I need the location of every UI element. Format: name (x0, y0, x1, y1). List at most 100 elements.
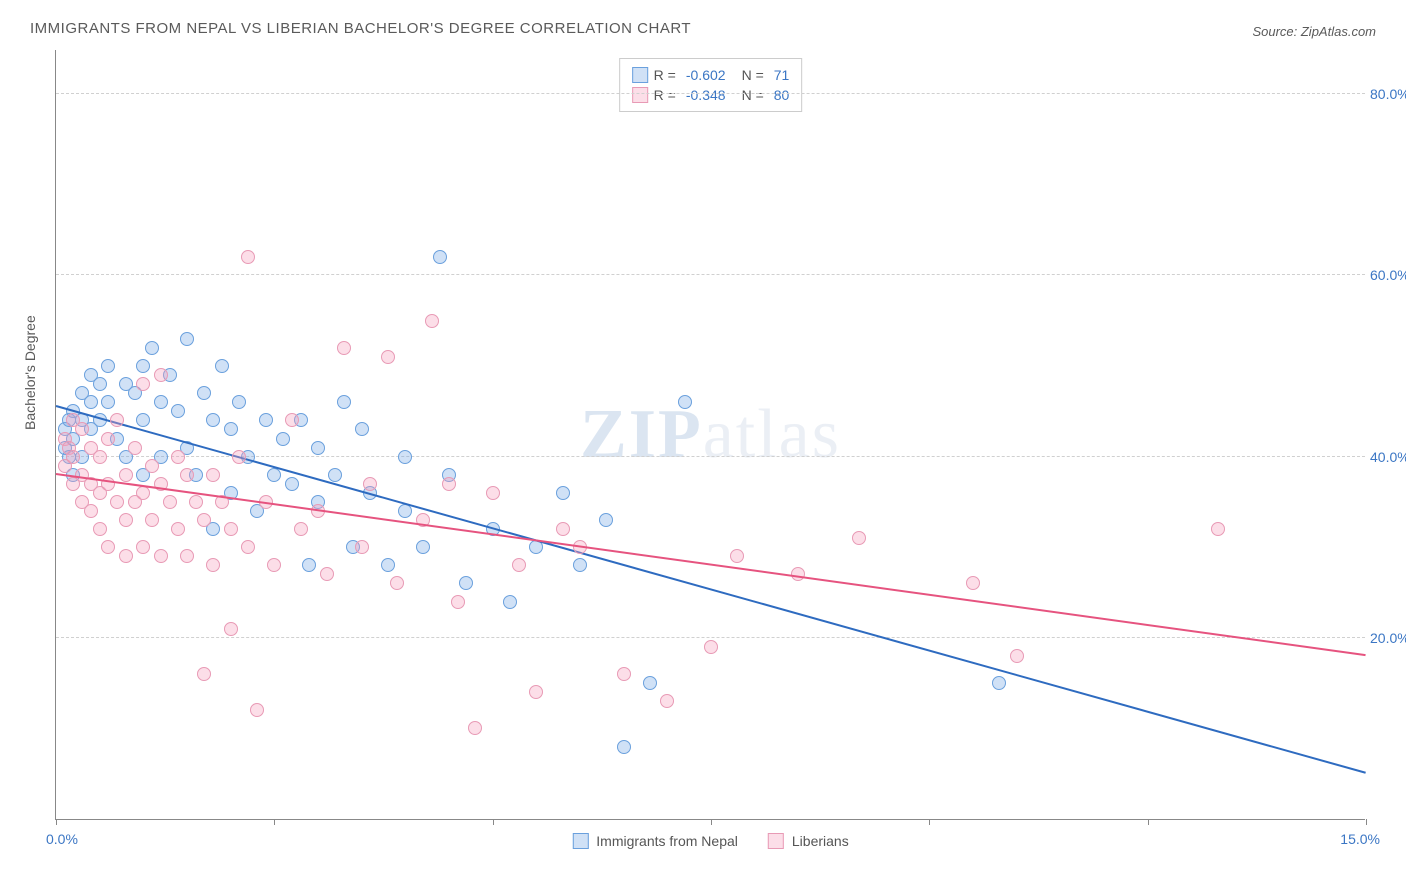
data-point (617, 667, 631, 681)
data-point (1010, 649, 1024, 663)
data-point (442, 477, 456, 491)
data-point (215, 359, 229, 373)
bottom-legend: Immigrants from Nepal Liberians (572, 833, 848, 849)
data-point (101, 540, 115, 554)
data-point (381, 558, 395, 572)
data-point (93, 377, 107, 391)
data-point (311, 441, 325, 455)
x-tick-mark (711, 819, 712, 825)
data-point (433, 250, 447, 264)
data-point (224, 422, 238, 436)
data-point (302, 558, 316, 572)
data-point (224, 522, 238, 536)
grid-line (56, 274, 1365, 275)
x-tick-mark (493, 819, 494, 825)
data-point (660, 694, 674, 708)
legend-r-label: R = (654, 67, 676, 83)
legend-swatch (768, 833, 784, 849)
data-point (232, 395, 246, 409)
data-point (451, 595, 465, 609)
data-point (128, 441, 142, 455)
chart-plot-area: ZIPatlas 0.0% 15.0% Immigrants from Nepa… (55, 50, 1365, 820)
data-point (529, 685, 543, 699)
data-point (136, 486, 150, 500)
data-point (136, 377, 150, 391)
data-point (119, 468, 133, 482)
watermark: ZIPatlas (580, 395, 841, 475)
data-point (678, 395, 692, 409)
data-point (503, 595, 517, 609)
x-tick-mark (56, 819, 57, 825)
grid-line (56, 93, 1365, 94)
x-tick-mark (929, 819, 930, 825)
data-point (390, 576, 404, 590)
data-point (337, 341, 351, 355)
data-point (197, 386, 211, 400)
trend-line (56, 405, 1367, 774)
data-point (1211, 522, 1225, 536)
legend-r-value: -0.602 (686, 67, 726, 83)
legend-n-label: N = (742, 67, 764, 83)
data-point (320, 567, 334, 581)
data-point (110, 413, 124, 427)
data-point (267, 558, 281, 572)
data-point (197, 513, 211, 527)
legend-swatch (632, 87, 648, 103)
data-point (328, 468, 342, 482)
data-point (197, 667, 211, 681)
data-point (110, 495, 124, 509)
data-point (154, 395, 168, 409)
trend-line (56, 473, 1366, 656)
data-point (206, 413, 220, 427)
y-tick-label: 40.0% (1370, 449, 1406, 465)
data-point (852, 531, 866, 545)
data-point (241, 540, 255, 554)
data-point (136, 413, 150, 427)
stats-legend: R =-0.602N =71R =-0.348N =80 (619, 58, 803, 112)
data-point (206, 468, 220, 482)
data-point (416, 540, 430, 554)
y-tick-label: 80.0% (1370, 86, 1406, 102)
x-tick-mark (274, 819, 275, 825)
data-point (93, 450, 107, 464)
y-tick-label: 20.0% (1370, 630, 1406, 646)
data-point (206, 558, 220, 572)
data-point (180, 468, 194, 482)
x-axis-max-label: 15.0% (1340, 831, 1380, 847)
legend-swatch (572, 833, 588, 849)
data-point (154, 549, 168, 563)
x-tick-mark (1366, 819, 1367, 825)
data-point (276, 432, 290, 446)
data-point (285, 413, 299, 427)
data-point (145, 341, 159, 355)
legend-swatch (632, 67, 648, 83)
data-point (704, 640, 718, 654)
legend-r-value: -0.348 (686, 87, 726, 103)
watermark-light: atlas (703, 396, 841, 473)
data-point (512, 558, 526, 572)
data-point (66, 450, 80, 464)
data-point (267, 468, 281, 482)
data-point (617, 740, 631, 754)
legend-series-name: Immigrants from Nepal (596, 833, 738, 849)
data-point (250, 703, 264, 717)
data-point (556, 486, 570, 500)
data-point (643, 676, 657, 690)
x-tick-mark (1148, 819, 1149, 825)
legend-n-label: N = (742, 87, 764, 103)
data-point (171, 522, 185, 536)
legend-n-value: 80 (774, 87, 790, 103)
data-point (992, 676, 1006, 690)
data-point (599, 513, 613, 527)
bottom-legend-item: Liberians (768, 833, 849, 849)
data-point (180, 332, 194, 346)
data-point (459, 576, 473, 590)
grid-line (56, 637, 1365, 638)
data-point (136, 359, 150, 373)
data-point (241, 250, 255, 264)
data-point (259, 413, 273, 427)
data-point (730, 549, 744, 563)
data-point (75, 422, 89, 436)
chart-title: IMMIGRANTS FROM NEPAL VS LIBERIAN BACHEL… (30, 20, 691, 37)
y-axis-label: Bachelor's Degree (22, 315, 38, 430)
